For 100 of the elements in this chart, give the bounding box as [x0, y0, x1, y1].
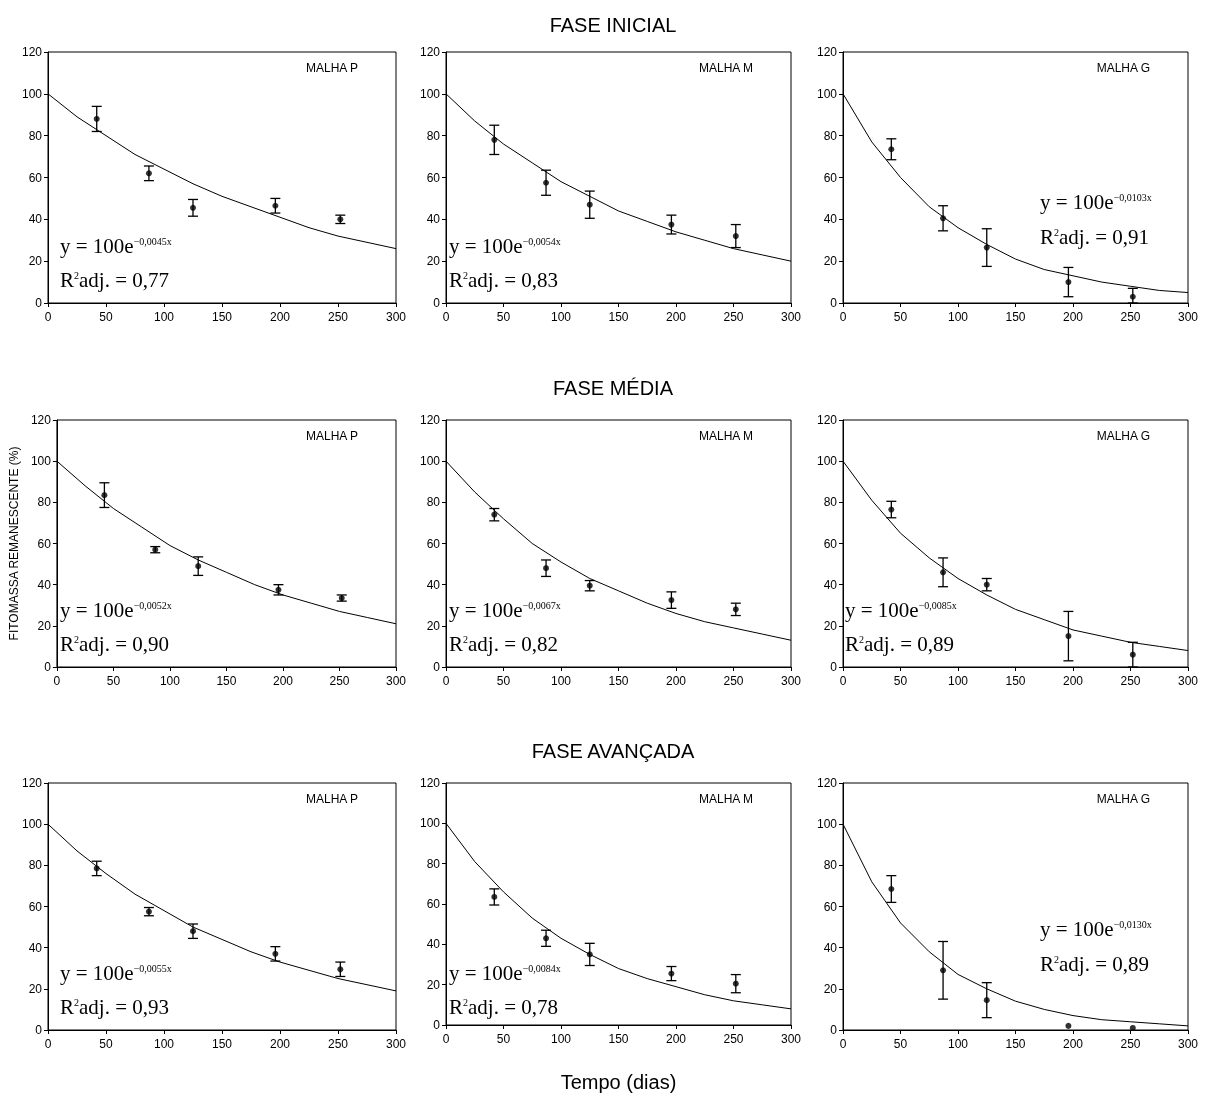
y-tick-label: 80 [28, 128, 43, 143]
x-tick-label: 100 [550, 674, 572, 688]
x-tick-label: 0 [442, 1032, 450, 1046]
annotation: MALHA G [1096, 61, 1150, 76]
y-tick-label: 80 [823, 128, 838, 143]
annotation: R$^{2}$adj. = 0,93 [60, 995, 170, 1020]
x-tick-label: 150 [1005, 674, 1026, 688]
annotation: MALHA P [305, 792, 358, 807]
y-tick-label: 80 [823, 495, 838, 510]
y-tick-label: 40 [823, 940, 838, 955]
y-tick-label: 120 [816, 413, 838, 427]
annotation: y = 100e$^{−0,0067x}$ [449, 598, 561, 623]
x-tick-label: 0 [839, 1037, 847, 1051]
x-tick-label: 250 [1120, 1037, 1141, 1051]
x-tick-label: 100 [153, 1037, 175, 1051]
x-tick-label: 300 [385, 674, 407, 688]
x-tick-label: 300 [780, 310, 802, 324]
x-tick-label: 300 [1177, 1037, 1199, 1051]
y-tick-label: 20 [823, 981, 838, 996]
x-tick-label: 50 [496, 674, 511, 688]
x-tick-label: 100 [948, 1037, 969, 1051]
annotation: y = 100e$^{−0,0103x}$ [1040, 190, 1152, 215]
x-tick-label: 150 [608, 310, 629, 324]
chart-title: FASE INICIAL [549, 14, 677, 36]
y-tick-label: 80 [426, 495, 441, 510]
y-tick-label: 20 [37, 618, 52, 633]
y-tick-label: 120 [21, 776, 43, 790]
x-tick-label: 250 [723, 674, 744, 688]
x-tick-label: 250 [723, 310, 744, 324]
x-tick-label: 200 [665, 1032, 687, 1046]
x-tick-label: 300 [385, 310, 407, 324]
x-tick-label: 50 [106, 674, 121, 688]
y-tick-label: 100 [816, 817, 838, 832]
x-tick-label: 200 [665, 674, 687, 688]
y-tick-label: 60 [37, 536, 52, 551]
annotation: R$^{2}$adj. = 0,89 [845, 632, 955, 657]
x-tick-label: 0 [839, 674, 847, 688]
point [1129, 1024, 1136, 1031]
y-tick-label: 120 [419, 413, 441, 427]
x-tick-label: 50 [99, 1037, 113, 1051]
y-tick-label: 60 [823, 170, 838, 185]
x-tick-label: 150 [1005, 310, 1026, 324]
y-tick-label: 60 [823, 899, 838, 914]
x-tick-label: 300 [1177, 310, 1199, 324]
x-tick-label: 300 [780, 1032, 802, 1046]
x-tick-label: 200 [269, 310, 291, 324]
x-tick-label: 250 [723, 1032, 744, 1046]
annotation: R$^{2}$adj. = 0,77 [60, 268, 170, 293]
x-tick-label: 200 [665, 310, 687, 324]
x-tick-label: 100 [948, 674, 969, 688]
x-tick-label: 200 [1062, 310, 1084, 324]
x-tick-label: 150 [211, 310, 233, 324]
y-tick-label: 120 [816, 45, 838, 59]
x-tick-label: 100 [550, 310, 572, 324]
y-tick-label: 100 [21, 817, 43, 832]
x-tick-label: 100 [948, 310, 969, 324]
y-tick-label: 20 [28, 254, 43, 269]
y-tick-label: 120 [30, 413, 52, 427]
y-tick-label: 100 [419, 86, 441, 101]
annotation: R$^{2}$adj. = 0,83 [449, 268, 559, 293]
annotation: y = 100e$^{−0,0084x}$ [449, 961, 561, 986]
x-tick-label: 250 [327, 1037, 349, 1051]
x-tick-label: 300 [780, 674, 802, 688]
x-tick-label: 50 [893, 310, 908, 324]
y-tick-label: 60 [28, 170, 43, 185]
y-tick-label: 0 [433, 296, 441, 310]
y-tick-label: 60 [426, 897, 441, 911]
y-tick-label: 40 [823, 212, 838, 227]
y-tick-label: 0 [433, 660, 441, 674]
annotation: R$^{2}$adj. = 0,90 [60, 632, 170, 657]
y-tick-label: 0 [830, 296, 838, 310]
annotation: MALHA G [1096, 792, 1150, 807]
annotation: MALHA P [305, 61, 358, 76]
x-tick-label: 50 [893, 674, 908, 688]
x-tick-label: 150 [1005, 1037, 1026, 1051]
annotation: y = 100e$^{−0,0130x}$ [1040, 917, 1152, 942]
x-tick-label: 150 [216, 674, 237, 688]
y-tick-label: 20 [823, 254, 838, 269]
y-tick-label: 100 [816, 454, 838, 469]
annotation: MALHA G [1096, 429, 1150, 444]
y-tick-label: 40 [426, 212, 441, 227]
y-tick-label: 80 [823, 858, 838, 873]
annotation: MALHA M [698, 792, 753, 807]
y-tick-label: 0 [433, 1018, 441, 1032]
y-tick-label: 20 [823, 618, 838, 633]
y-tick-label: 60 [426, 536, 441, 551]
y-tick-label: 40 [37, 577, 52, 592]
y-tick-label: 100 [419, 816, 441, 831]
annotation: MALHA M [698, 61, 753, 76]
x-tick-label: 150 [211, 1037, 233, 1051]
x-tick-label: 300 [385, 1037, 407, 1051]
annotation: y = 100e$^{−0,0054x}$ [449, 234, 561, 259]
x-tick-label: 300 [1177, 674, 1199, 688]
y-tick-label: 100 [30, 454, 52, 469]
x-tick-label: 100 [159, 674, 181, 688]
y-tick-label: 40 [28, 940, 43, 955]
y-tick-label: 80 [37, 495, 52, 510]
x-tick-label: 200 [1062, 674, 1084, 688]
y-tick-label: 60 [426, 170, 441, 185]
y-tick-label: 60 [823, 536, 838, 551]
